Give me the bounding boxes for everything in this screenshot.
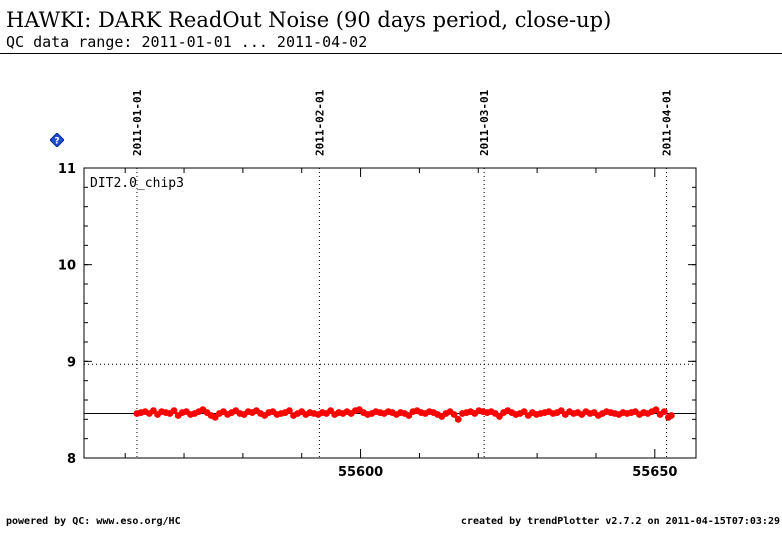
y-tick-label: 8 (67, 452, 76, 467)
date-marker-label: 2011-04-01 (661, 89, 674, 156)
y-tick-label: 9 (67, 355, 76, 370)
footer-credit: powered by QC: www.eso.org/HC (6, 516, 181, 527)
y-tick-label: 11 (58, 162, 76, 177)
axis-layer: 2011-01-01 2011-02-01 2011-03-01 2011-04-01… (58, 89, 696, 480)
x-tick-label: 55600 (338, 465, 383, 480)
data-point (660, 408, 668, 415)
page-subtitle: QC data range: 2011-01-01 ... 2011-04-02 (6, 33, 368, 51)
data-point (667, 412, 675, 419)
footer-generator: created by trendPlotter v2.7.2 on 2011-0… (460, 516, 780, 527)
data-point (652, 406, 660, 414)
help-icon[interactable]: ? (50, 133, 64, 147)
date-marker-label: 2011-01-01 (131, 89, 144, 156)
data-point (285, 407, 293, 415)
plot-frame (83, 167, 697, 459)
panel-label: DIT2.0_chip3 (90, 176, 184, 191)
page-title: HAWKI: DARK ReadOut Noise (90 days perio… (6, 8, 612, 32)
data-point (450, 411, 458, 418)
data-point (454, 415, 462, 423)
date-marker-label: 2011-03-01 (478, 89, 491, 156)
y-tick-label: 10 (58, 259, 76, 274)
x-tick-label: 55650 (632, 465, 677, 480)
data-points (133, 406, 675, 423)
help-icon-label: ? (54, 137, 59, 147)
data-point (170, 407, 178, 415)
header-divider (0, 53, 782, 54)
date-marker-label: 2011-02-01 (313, 89, 326, 156)
